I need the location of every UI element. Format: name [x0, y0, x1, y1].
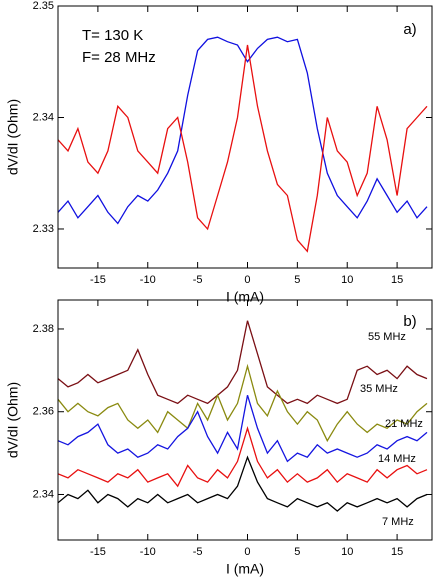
data-line: [58, 426, 428, 488]
y-tick-label: 2.34: [33, 488, 54, 500]
data-line: [58, 395, 428, 463]
x-axis-label: I (mA): [226, 561, 264, 577]
data-line: [58, 320, 428, 405]
x-tick-label: -5: [193, 274, 203, 286]
x-tick-label: 0: [244, 274, 250, 286]
x-tick-label: -15: [90, 546, 106, 558]
x-tick-label: -10: [140, 546, 156, 558]
data-line: [58, 455, 428, 512]
plot-frame: [57, 5, 433, 269]
y-axis-label: dV/dI (Ohm): [5, 382, 21, 458]
series-label: 7 MHz: [382, 516, 414, 528]
series-label: 21 MHz: [385, 418, 423, 430]
x-tick-label: 5: [294, 274, 300, 286]
x-tick-label: 10: [341, 546, 353, 558]
data-line: [58, 36, 428, 225]
data-line: [58, 363, 428, 443]
series-label: 55 MHz: [368, 331, 406, 343]
x-axis-label: I (mA): [226, 289, 264, 305]
x-tick-label: -10: [140, 274, 156, 286]
x-tick-label: 0: [244, 546, 250, 558]
y-tick-label: 2.36: [33, 406, 54, 418]
y-tick-label: 2.34: [33, 111, 54, 123]
annotation: b): [403, 313, 416, 330]
annotation: T= 130 K: [82, 27, 143, 44]
series-label: 35 MHz: [360, 383, 398, 395]
y-tick-label: 2.35: [33, 0, 54, 12]
y-axis-label: dV/dI (Ohm): [5, 99, 21, 175]
annotation: a): [403, 21, 416, 38]
x-tick-label: 15: [391, 274, 403, 286]
x-tick-label: 15: [391, 546, 403, 558]
x-tick-label: -15: [90, 274, 106, 286]
annotation: F= 28 MHz: [82, 49, 156, 66]
x-tick-label: -5: [193, 546, 203, 558]
plot-frame: [57, 299, 433, 541]
x-tick-label: 10: [341, 274, 353, 286]
series-label: 14 MHz: [378, 453, 416, 465]
y-tick-label: 2.33: [33, 223, 54, 235]
data-line: [58, 44, 428, 253]
x-tick-label: 5: [294, 546, 300, 558]
y-tick-label: 2.38: [33, 323, 54, 335]
